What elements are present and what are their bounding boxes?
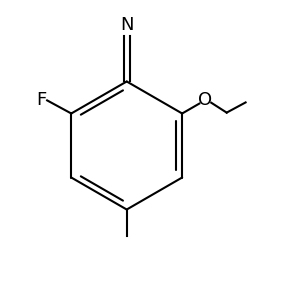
- Text: O: O: [198, 91, 212, 109]
- Text: N: N: [120, 16, 134, 34]
- Text: F: F: [36, 91, 46, 109]
